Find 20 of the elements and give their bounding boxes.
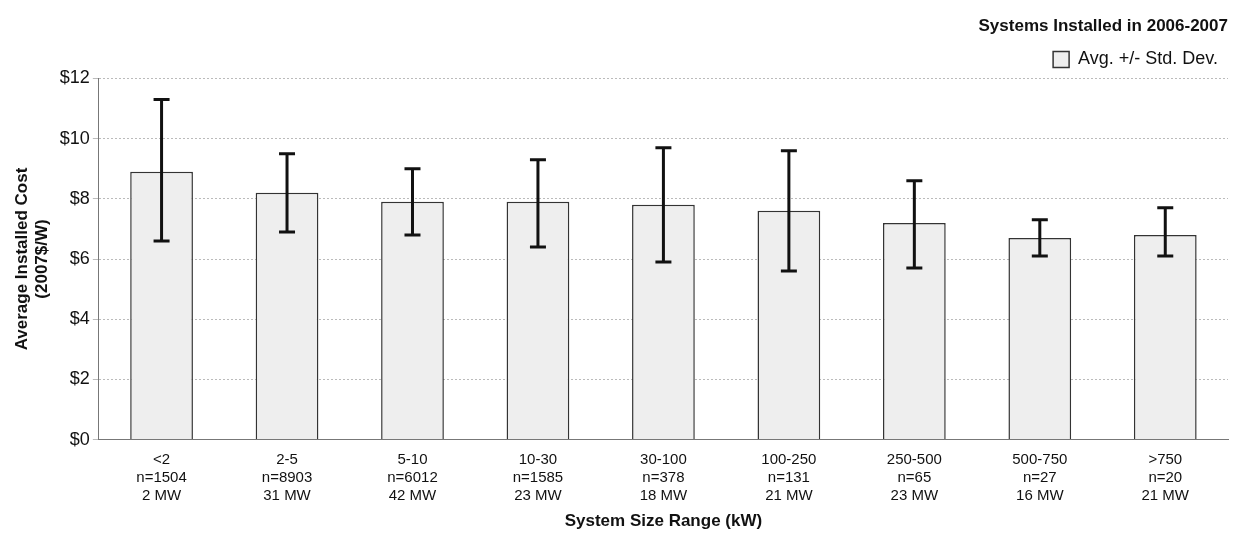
x-tick-label: 100-250 n=131 21 MW	[761, 449, 817, 503]
x-tick-label: <2 n=1504 2 MW	[136, 449, 187, 503]
y-tick-label: $8	[69, 187, 90, 208]
x-tick-label: >750 n=20 21 MW	[1141, 449, 1190, 503]
y-tick-label: $10	[59, 127, 90, 148]
x-axis-title: System Size Range (kW)	[564, 511, 763, 531]
x-tick-label: 10-30 n=1585 23 MW	[512, 449, 564, 503]
y-tick-label: $12	[59, 67, 90, 88]
chart-title: Systems Installed in 2006-2007	[978, 15, 1228, 35]
x-tick-label: 30-100 n=378 18 MW	[639, 449, 689, 503]
y-tick-label: $2	[69, 368, 90, 389]
y-tick-label: $0	[69, 428, 90, 449]
legend-label: Avg. +/- Std. Dev.	[1078, 48, 1219, 69]
x-tick-label: 500-750 n=27 16 MW	[1012, 449, 1068, 503]
y-axis-title: Average Installed Cost (2007$/W)	[11, 167, 52, 351]
y-tick-label: $6	[69, 247, 90, 268]
x-tick-label: 2-5 n=8903 31 MW	[261, 449, 313, 503]
x-tick-label: 5-10 n=6012 42 MW	[387, 449, 438, 503]
y-tick-label: $4	[69, 308, 90, 329]
x-tick-label: 250-500 n=65 23 MW	[886, 449, 942, 503]
